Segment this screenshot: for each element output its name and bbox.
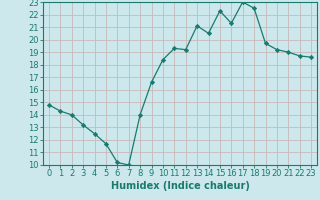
X-axis label: Humidex (Indice chaleur): Humidex (Indice chaleur) bbox=[111, 181, 249, 191]
